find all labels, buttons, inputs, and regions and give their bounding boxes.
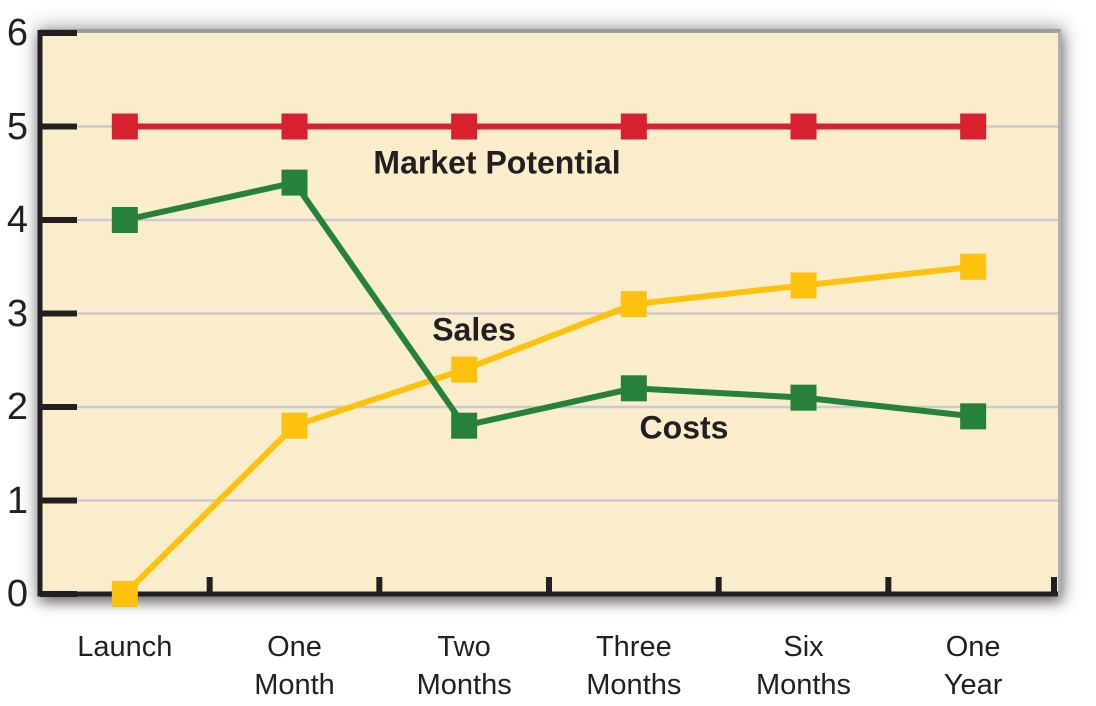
x-category-label-line: One (267, 631, 322, 663)
x-category-label-line: One (945, 631, 1001, 663)
marker-market-potential (451, 113, 478, 140)
x-category-label-line: Months (416, 669, 512, 701)
marker-sales (111, 581, 138, 607)
marker-sales (281, 412, 308, 439)
x-category-label-line: Launch (77, 631, 173, 663)
y-tick-label: 2 (6, 386, 28, 428)
marker-costs (620, 375, 647, 402)
y-tick-label: 6 (6, 12, 28, 54)
x-category-label: Two Months (417, 628, 512, 704)
series-label-costs: Costs (639, 409, 729, 446)
marker-market-potential (111, 113, 138, 140)
marker-sales (790, 272, 817, 299)
marker-costs (790, 384, 817, 411)
marker-sales (960, 253, 987, 280)
x-category-label-line: Month (254, 669, 335, 701)
x-category-label-line: Three (595, 631, 672, 663)
y-tick-label: 5 (6, 105, 28, 148)
marker-market-potential (960, 113, 987, 140)
y-axis-labels: 6 5 4 3 2 1 0 (0, 0, 32, 706)
marker-sales (451, 356, 478, 383)
y-tick-label: 0 (6, 573, 28, 615)
series-line-costs (124, 179, 974, 430)
y-tick-label: 3 (6, 292, 28, 335)
x-category-label: Six Months (756, 628, 851, 704)
y-tick-label: 4 (6, 199, 28, 241)
x-category-label-line: Year (943, 669, 1003, 701)
marker-costs (111, 207, 138, 233)
marker-sales (620, 291, 647, 318)
series-line-sales (122, 263, 974, 597)
y-tick-label: 1 (6, 479, 28, 522)
x-category-label: Launch (77, 628, 172, 666)
x-category-label: Three Months (586, 628, 681, 704)
series-label-market-potential: Market Potential (373, 144, 621, 181)
x-category-label-line: Months (755, 669, 852, 701)
x-category-label-line: Six (783, 631, 824, 663)
marker-market-potential (620, 113, 647, 140)
marker-market-potential (281, 113, 308, 140)
marker-market-potential (790, 113, 817, 140)
series-label-sales: Sales (432, 311, 516, 348)
x-category-label: One Year (944, 628, 1003, 704)
marker-costs (281, 169, 308, 196)
marker-costs (451, 412, 478, 439)
x-category-label-line: Months (586, 669, 682, 701)
marker-costs (960, 403, 987, 430)
x-category-label: One Month (254, 628, 335, 704)
x-category-label-line: Two (437, 631, 491, 663)
